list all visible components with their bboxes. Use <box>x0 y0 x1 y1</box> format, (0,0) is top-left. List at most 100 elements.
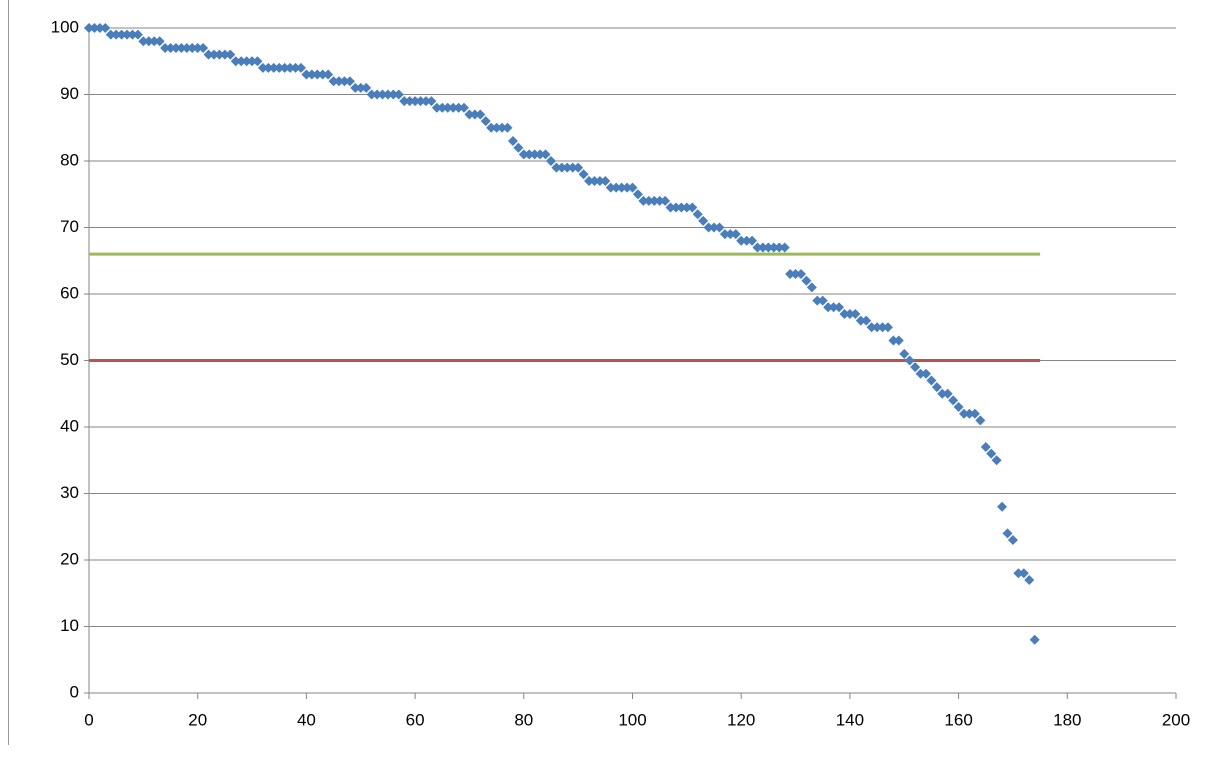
data-point <box>540 149 551 160</box>
x-tick-label: 0 <box>84 710 93 729</box>
data-point <box>654 195 665 206</box>
data-point <box>247 56 258 67</box>
data-point <box>600 175 611 186</box>
data-point <box>828 302 839 313</box>
data-point <box>404 96 415 107</box>
data-point <box>910 362 921 373</box>
data-point <box>709 222 720 233</box>
data-point <box>578 169 589 180</box>
data-point <box>94 23 105 33</box>
data-point <box>567 162 578 173</box>
data-point <box>839 308 850 319</box>
data-point <box>388 89 399 100</box>
data-point <box>556 162 567 173</box>
data-point <box>594 175 605 186</box>
data-point <box>942 388 953 399</box>
data-point <box>513 142 524 153</box>
y-tick-label: 100 <box>51 17 79 36</box>
data-point <box>752 242 763 253</box>
data-point <box>464 109 475 120</box>
data-point <box>703 222 714 233</box>
data-point <box>834 302 845 313</box>
data-point <box>507 136 518 147</box>
data-point <box>545 156 556 166</box>
data-point <box>551 162 562 173</box>
data-point <box>589 175 600 186</box>
data-point <box>437 102 448 113</box>
data-point <box>670 202 681 213</box>
data-point <box>747 235 758 246</box>
data-point <box>219 49 230 60</box>
data-point <box>757 242 768 253</box>
data-point <box>480 116 491 127</box>
x-tick-label: 20 <box>188 710 207 729</box>
data-point <box>687 202 698 213</box>
x-tick-label: 60 <box>406 710 425 729</box>
data-point <box>1002 528 1013 539</box>
y-tick-label: 60 <box>60 283 79 302</box>
data-point <box>959 408 970 419</box>
y-tick-label: 20 <box>60 549 79 568</box>
data-point <box>252 56 263 67</box>
data-point <box>361 82 372 93</box>
data-point <box>377 89 388 100</box>
data-point <box>127 29 138 40</box>
data-point <box>203 49 214 60</box>
data-point <box>181 42 192 53</box>
data-point <box>899 348 910 359</box>
data-point <box>236 56 247 67</box>
data-point <box>89 23 100 33</box>
y-tick-label: 10 <box>60 616 79 635</box>
data-point <box>980 441 991 452</box>
data-point <box>795 269 806 280</box>
data-point <box>823 302 834 313</box>
data-point <box>176 42 187 53</box>
data-point <box>192 42 203 53</box>
data-point <box>372 89 383 100</box>
data-point <box>692 209 703 220</box>
data-point <box>850 308 861 319</box>
data-point <box>263 62 274 73</box>
data-point <box>904 355 915 366</box>
data-point <box>111 29 122 40</box>
y-tick-label: 50 <box>60 350 79 369</box>
data-point <box>855 315 866 326</box>
data-point <box>279 62 290 73</box>
data-point <box>719 229 730 240</box>
data-point <box>442 102 453 113</box>
data-point <box>469 109 480 120</box>
data-point <box>763 242 774 253</box>
data-point <box>328 76 339 87</box>
y-tick-label: 0 <box>70 682 79 701</box>
data-point <box>306 69 317 80</box>
data-point <box>698 215 709 226</box>
data-point <box>295 62 306 73</box>
data-point <box>768 242 779 253</box>
y-tick-label: 70 <box>60 217 79 236</box>
data-point <box>779 242 790 253</box>
data-point <box>274 62 285 73</box>
data-point <box>350 82 361 93</box>
data-point <box>915 368 926 379</box>
data-point <box>366 89 377 100</box>
data-point <box>969 408 980 419</box>
x-tick-label: 80 <box>514 710 533 729</box>
data-point <box>122 29 133 40</box>
data-point <box>334 76 345 87</box>
data-point <box>736 235 747 246</box>
data-point <box>209 49 220 60</box>
data-point <box>562 162 573 173</box>
y-tick-label: 90 <box>60 84 79 103</box>
data-point <box>535 149 546 160</box>
data-point <box>866 322 877 333</box>
data-point <box>132 29 143 40</box>
x-tick-label: 180 <box>1053 710 1081 729</box>
data-point <box>502 122 513 133</box>
data-point <box>187 42 198 53</box>
data-point <box>431 102 442 113</box>
data-point <box>257 62 268 73</box>
data-point <box>785 269 796 280</box>
data-point <box>622 182 633 193</box>
data-point <box>410 96 421 107</box>
